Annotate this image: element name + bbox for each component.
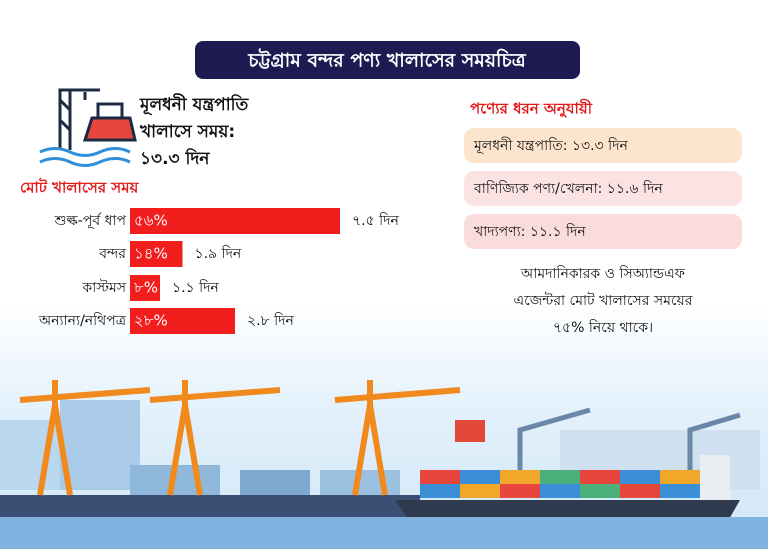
port-icon bbox=[39, 88, 137, 167]
day-label: ৭.৫ দিন bbox=[352, 212, 399, 229]
highlight-line: মূলধনী যন্ত্রপাতি bbox=[139, 93, 249, 115]
type-label: বাণিজ্যিক পণ্য/খেলনা: ১১.৬ দিন bbox=[473, 180, 663, 197]
note-line: আমদানিকারক ও সিঅ্যান্ডএফ bbox=[520, 265, 686, 282]
value-label: ৮% bbox=[134, 279, 158, 297]
note-line: ৭৫% নিয়ে থাকে। bbox=[553, 319, 653, 336]
type-box bbox=[464, 171, 742, 206]
water bbox=[0, 517, 768, 549]
day-label: ১.১ দিন bbox=[172, 279, 219, 296]
bar bbox=[130, 208, 340, 234]
category-label: বন্দর bbox=[98, 246, 126, 262]
value-label: ৫৬% bbox=[134, 212, 168, 230]
type-label: মূলধনী যন্ত্রপাতি: ১৩.৩ দিন bbox=[473, 137, 628, 154]
title: চট্টগ্রাম বন্দর পণ্য খালাসের সময়চিত্র bbox=[247, 48, 526, 72]
type-box bbox=[464, 128, 742, 163]
containers bbox=[420, 470, 700, 498]
type-label: খাদ্যপণ্য: ১১.১ দিন bbox=[474, 223, 586, 240]
type-box bbox=[464, 214, 742, 249]
bar bbox=[130, 241, 183, 267]
highlight-line: খালাসে সময়: bbox=[139, 122, 235, 142]
day-label: ১.৯ দিন bbox=[195, 245, 242, 262]
value-label: ১৪% bbox=[134, 245, 168, 263]
category-label: শুল্ক-পূর্ব ধাপ bbox=[53, 212, 126, 229]
cranes bbox=[19, 380, 461, 496]
bar bbox=[130, 275, 160, 301]
panel-title: পণ্যের ধরন অনুযায়ী bbox=[470, 99, 593, 118]
title-box bbox=[195, 41, 580, 79]
ship-bridge bbox=[700, 455, 730, 500]
quay bbox=[0, 495, 420, 517]
note-line: এজেন্টরা মোট খালাসের সময়ের bbox=[514, 292, 693, 309]
category-label: অন্যান্য/নথিপত্র bbox=[38, 312, 127, 329]
value-label: ২৮% bbox=[134, 312, 168, 330]
container bbox=[455, 420, 485, 442]
day-label: ২.৮ দিন bbox=[247, 312, 294, 329]
building bbox=[60, 400, 140, 490]
category-label: কাস্টমস bbox=[81, 279, 126, 296]
bar bbox=[130, 308, 235, 334]
port-illustration bbox=[0, 380, 768, 549]
chart-title: মোট খালাসের সময় bbox=[20, 178, 140, 197]
ship-cranes bbox=[517, 407, 741, 470]
highlight-line: ১৩.৩ দিন bbox=[140, 147, 210, 169]
